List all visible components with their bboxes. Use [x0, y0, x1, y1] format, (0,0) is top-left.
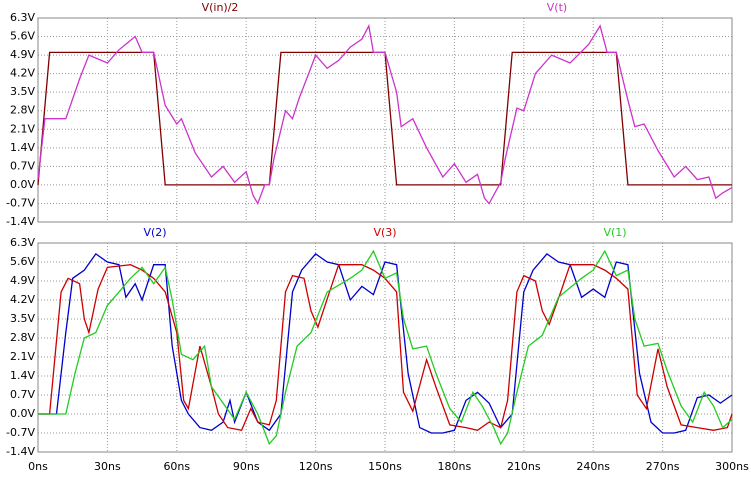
y-tick-label: 2.8V — [10, 331, 35, 344]
y-tick-label: -1.4V — [6, 215, 35, 228]
y-tick-label: 0.0V — [10, 407, 35, 420]
y-tick-label: 3.5V — [10, 85, 35, 98]
trace — [37, 23, 733, 206]
y-tick-label: 4.9V — [10, 48, 35, 61]
y-tick-label: 2.8V — [10, 104, 35, 117]
y-tick-label: -1.4V — [6, 445, 35, 458]
y-tick-label: -0.7V — [6, 426, 35, 439]
x-tick-label: 0ns — [28, 460, 48, 473]
y-tick-label: 5.6V — [10, 255, 35, 268]
y-tick-label: 2.1V — [10, 350, 35, 363]
plot-frame — [37, 17, 733, 223]
trace-label: V(3) — [373, 226, 396, 239]
y-tick-label: 2.1V — [10, 122, 35, 135]
y-tick-label: 4.2V — [10, 293, 35, 306]
x-tick-label: 210ns — [507, 460, 541, 473]
y-tick-label: 6.3V — [10, 11, 35, 24]
trace-label: V(t) — [547, 1, 567, 14]
y-tick-label: 1.4V — [10, 141, 35, 154]
y-tick-label: 1.4V — [10, 369, 35, 382]
y-tick-label: 3.5V — [10, 312, 35, 325]
x-tick-label: 240ns — [576, 460, 610, 473]
y-tick-label: 6.3V — [10, 236, 35, 249]
x-tick-label: 300ns — [715, 460, 749, 473]
x-tick-label: 120ns — [299, 460, 333, 473]
x-tick-label: 270ns — [646, 460, 680, 473]
trace — [38, 264, 733, 432]
trace — [38, 252, 733, 434]
y-tick-label: 4.9V — [10, 274, 35, 287]
y-tick-label: 4.2V — [10, 67, 35, 80]
y-tick-label: -0.7V — [6, 196, 35, 209]
x-tick-label: 150ns — [368, 460, 402, 473]
trace-label: V(1) — [603, 226, 626, 239]
x-tick-label: 60ns — [163, 460, 190, 473]
trace-label: V(2) — [143, 226, 166, 239]
trace-label: V(in)/2 — [202, 1, 239, 14]
x-tick-label: 180ns — [438, 460, 472, 473]
y-tick-label: 5.6V — [10, 30, 35, 43]
plot-frame — [37, 242, 733, 453]
y-tick-label: 0.7V — [10, 159, 35, 172]
trace — [38, 249, 733, 446]
y-tick-label: 0.7V — [10, 388, 35, 401]
x-tick-label: 90ns — [233, 460, 260, 473]
x-tick-label: 30ns — [94, 460, 121, 473]
y-tick-label: 0.0V — [10, 178, 35, 191]
